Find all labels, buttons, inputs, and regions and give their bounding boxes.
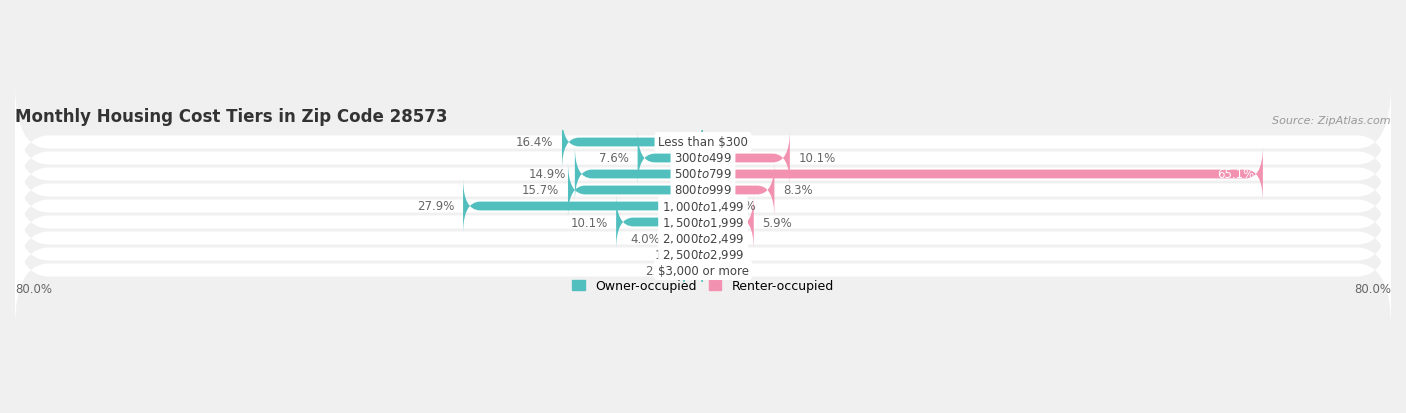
FancyBboxPatch shape	[463, 179, 703, 234]
Text: 1.1%: 1.1%	[655, 248, 685, 261]
Text: 4.0%: 4.0%	[630, 232, 659, 245]
Legend: Owner-occupied, Renter-occupied: Owner-occupied, Renter-occupied	[568, 274, 838, 297]
FancyBboxPatch shape	[575, 147, 703, 202]
FancyBboxPatch shape	[15, 85, 1391, 200]
Text: 8.3%: 8.3%	[783, 184, 813, 197]
Text: 27.9%: 27.9%	[418, 200, 454, 213]
Text: 0.0%: 0.0%	[711, 136, 741, 149]
Text: 2.3%: 2.3%	[645, 264, 675, 277]
Text: Less than $300: Less than $300	[658, 136, 748, 149]
Text: Source: ZipAtlas.com: Source: ZipAtlas.com	[1272, 116, 1391, 126]
Text: $1,000 to $1,499: $1,000 to $1,499	[662, 199, 744, 214]
FancyBboxPatch shape	[702, 179, 720, 234]
Text: 10.1%: 10.1%	[571, 216, 607, 229]
FancyBboxPatch shape	[562, 115, 703, 170]
Text: $1,500 to $1,999: $1,500 to $1,999	[662, 216, 744, 230]
Text: 80.0%: 80.0%	[1354, 282, 1391, 295]
Text: $300 to $499: $300 to $499	[673, 152, 733, 165]
Text: 16.4%: 16.4%	[516, 136, 554, 149]
Text: 14.9%: 14.9%	[529, 168, 567, 181]
FancyBboxPatch shape	[15, 197, 1391, 312]
FancyBboxPatch shape	[669, 211, 703, 266]
Text: 1.8%: 1.8%	[727, 200, 756, 213]
FancyBboxPatch shape	[703, 163, 775, 218]
Text: $500 to $799: $500 to $799	[673, 168, 733, 181]
FancyBboxPatch shape	[568, 163, 703, 218]
FancyBboxPatch shape	[703, 147, 1263, 202]
FancyBboxPatch shape	[15, 133, 1391, 248]
Text: $3,000 or more: $3,000 or more	[658, 264, 748, 277]
FancyBboxPatch shape	[15, 101, 1391, 216]
FancyBboxPatch shape	[15, 181, 1391, 296]
Text: 0.0%: 0.0%	[711, 264, 741, 277]
Text: $2,500 to $2,999: $2,500 to $2,999	[662, 247, 744, 261]
FancyBboxPatch shape	[15, 117, 1391, 232]
FancyBboxPatch shape	[15, 213, 1391, 328]
FancyBboxPatch shape	[703, 131, 790, 186]
Text: 65.1%: 65.1%	[1218, 168, 1254, 181]
Text: 80.0%: 80.0%	[15, 282, 52, 295]
FancyBboxPatch shape	[638, 131, 703, 186]
Text: 10.1%: 10.1%	[799, 152, 835, 165]
Text: 7.6%: 7.6%	[599, 152, 628, 165]
Text: 5.9%: 5.9%	[762, 216, 792, 229]
Text: Monthly Housing Cost Tiers in Zip Code 28573: Monthly Housing Cost Tiers in Zip Code 2…	[15, 108, 447, 126]
FancyBboxPatch shape	[703, 195, 754, 250]
Text: 15.7%: 15.7%	[522, 184, 560, 197]
FancyBboxPatch shape	[686, 227, 711, 282]
FancyBboxPatch shape	[616, 195, 703, 250]
FancyBboxPatch shape	[683, 243, 703, 298]
FancyBboxPatch shape	[15, 149, 1391, 264]
Text: $800 to $999: $800 to $999	[673, 184, 733, 197]
FancyBboxPatch shape	[15, 165, 1391, 280]
Text: $2,000 to $2,499: $2,000 to $2,499	[662, 231, 744, 245]
Text: 0.0%: 0.0%	[711, 232, 741, 245]
Text: 0.0%: 0.0%	[711, 248, 741, 261]
